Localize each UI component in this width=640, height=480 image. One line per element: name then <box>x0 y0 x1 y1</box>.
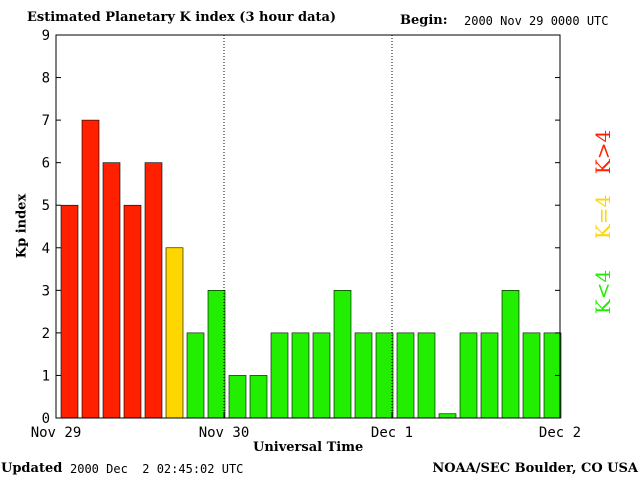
kp-bar <box>417 332 436 419</box>
y-tick-label: 9 <box>42 28 50 44</box>
x-axis-label: Universal Time <box>253 440 364 455</box>
chart-title: Estimated Planetary K index (3 hour data… <box>27 10 337 25</box>
kp-bar <box>207 290 226 419</box>
updated-value: 2000 Dec 2 02:45:02 UTC <box>70 462 244 476</box>
y-tick-label: 8 <box>42 71 50 87</box>
agency-credit: NOAA/SEC Boulder, CO USA <box>432 461 638 476</box>
x-tick-label: Dec 2 <box>539 425 581 441</box>
y-tick-label: 3 <box>42 283 50 299</box>
kp-bar <box>81 119 100 419</box>
kp-bar <box>354 332 373 419</box>
y-tick-label: 5 <box>42 198 50 214</box>
y-tick-label: 7 <box>42 113 50 129</box>
kp-bar <box>144 162 163 419</box>
kp-bar <box>522 332 541 419</box>
plot-frame <box>55 34 561 419</box>
kp-bar <box>438 413 457 419</box>
begin-label: Begin: <box>400 13 448 28</box>
kp-bar <box>165 247 184 419</box>
kp-bar <box>312 332 331 419</box>
kp-bar <box>228 375 247 419</box>
y-tick-label: 0 <box>42 411 50 427</box>
kp-bar <box>123 204 142 419</box>
begin-value: 2000 Nov 29 0000 UTC <box>464 14 609 28</box>
x-tick-label: Nov 29 <box>31 425 82 441</box>
kp-bar <box>375 332 394 419</box>
kp-bar <box>396 332 415 419</box>
legend-high: K>4 <box>591 129 615 175</box>
updated-label: Updated <box>1 461 63 476</box>
kp-bar <box>480 332 499 419</box>
kp-bar <box>459 332 478 419</box>
y-tick-label: 6 <box>42 156 50 172</box>
kp-bar <box>249 375 268 419</box>
y-tick-label: 1 <box>42 368 50 384</box>
x-tick-label: Nov 30 <box>199 425 250 441</box>
legend-moderate: K=4 <box>591 194 615 240</box>
x-tick-label: Dec 1 <box>371 425 413 441</box>
kp-bar <box>333 290 352 419</box>
kp-bar <box>60 204 79 419</box>
y-tick-label: 4 <box>42 241 50 257</box>
kp-bar <box>102 162 121 419</box>
kp-bar <box>270 332 289 419</box>
y-tick-label: 2 <box>42 326 50 342</box>
legend-low: K<4 <box>591 269 615 315</box>
kp-bar <box>291 332 310 419</box>
kp-bar <box>501 290 520 419</box>
y-axis-label: Kp index <box>14 193 30 259</box>
kp-bar <box>186 332 205 419</box>
